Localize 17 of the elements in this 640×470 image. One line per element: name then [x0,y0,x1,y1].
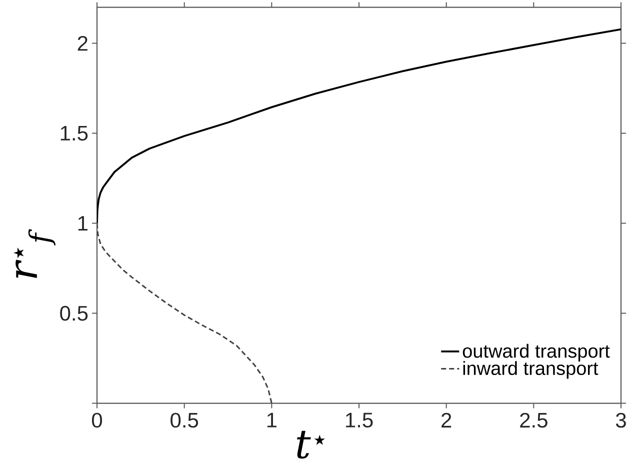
line-series [97,222,272,404]
x-tick-label: 2 [442,412,452,428]
x-tick-label: 2.5 [520,412,548,428]
y-tick-label: 0.5 [60,306,88,321]
y-tick-label: 2 [78,36,88,51]
x-tick-label: 0 [92,412,102,428]
x-tick-label: 3 [616,412,626,428]
y-tick-label: 1.5 [60,126,88,141]
y-axis-title: r$^{⋆}$f [14,229,56,278]
x-tick-label: 0.5 [170,412,198,428]
x-tick-label: 1.5 [346,412,373,428]
x-axis-title: t$^{⋆}$ [296,430,325,459]
line-series [97,28,622,224]
legend-label: inward transport [463,361,598,379]
y-tick-label: 1 [78,216,88,231]
legend-label: outward transport [462,344,610,362]
x-tick-label: 1 [267,412,276,428]
